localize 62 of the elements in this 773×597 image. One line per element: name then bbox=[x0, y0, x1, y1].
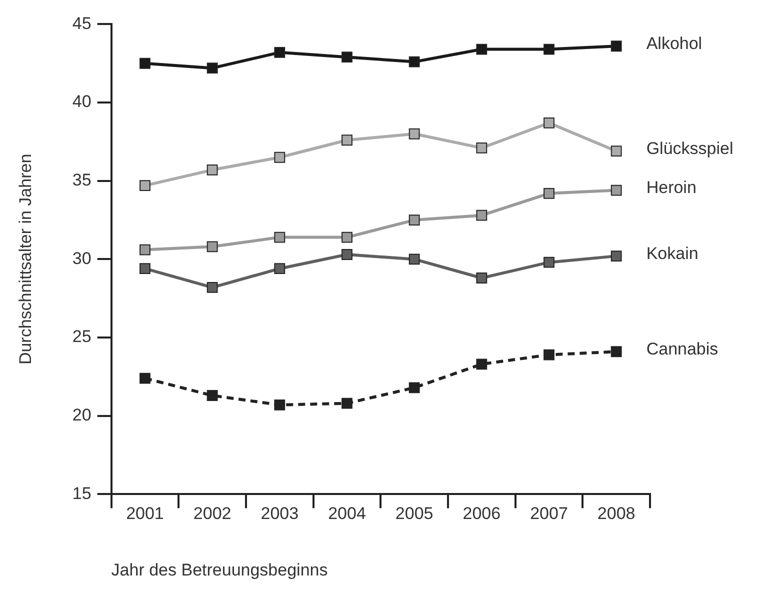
point bbox=[206, 62, 218, 74]
point bbox=[342, 232, 352, 243]
point bbox=[140, 180, 150, 192]
x-tick-label: 2007 bbox=[530, 504, 568, 524]
point bbox=[342, 134, 352, 146]
point bbox=[274, 152, 286, 163]
point bbox=[206, 241, 218, 252]
series-label: Cannabis bbox=[646, 339, 718, 358]
series-label: Heroin bbox=[646, 178, 696, 197]
x-axis-title: Jahr des Betreuungsbeginns bbox=[111, 560, 328, 580]
point bbox=[274, 263, 286, 274]
point bbox=[408, 214, 420, 226]
point bbox=[544, 44, 554, 55]
point bbox=[476, 272, 488, 284]
point bbox=[274, 399, 286, 410]
point bbox=[206, 390, 218, 401]
series-label: Alkohol bbox=[646, 34, 702, 53]
y-axis-title: Durchschnittsalter in Jahren bbox=[16, 154, 35, 365]
point bbox=[476, 358, 488, 370]
x-tick-label: 2006 bbox=[462, 504, 501, 524]
y-tick-label: 25 bbox=[72, 327, 92, 346]
point bbox=[476, 44, 488, 55]
x-tick-label: 2001 bbox=[126, 504, 164, 524]
point bbox=[610, 346, 622, 358]
point bbox=[610, 146, 622, 157]
x-tick-label: 2005 bbox=[395, 504, 434, 524]
point bbox=[610, 184, 622, 196]
series-label: Kokain bbox=[646, 244, 698, 263]
x-tick-label: 2008 bbox=[597, 504, 636, 524]
point bbox=[476, 142, 488, 154]
point bbox=[342, 52, 352, 63]
y-tick-label: 20 bbox=[72, 406, 92, 425]
point bbox=[544, 188, 554, 199]
point bbox=[408, 128, 420, 140]
point bbox=[140, 244, 150, 256]
y-tick-label: 30 bbox=[72, 248, 92, 268]
point bbox=[544, 117, 554, 128]
point bbox=[342, 398, 352, 409]
point bbox=[206, 282, 218, 293]
y-tick-label: 35 bbox=[72, 170, 92, 190]
point bbox=[342, 249, 352, 260]
point bbox=[274, 46, 286, 58]
point bbox=[408, 382, 420, 394]
y-tick-label: 15 bbox=[72, 484, 92, 503]
point bbox=[140, 263, 150, 274]
y-tick-label: 40 bbox=[72, 92, 92, 112]
point bbox=[408, 56, 420, 68]
point bbox=[140, 58, 150, 69]
point bbox=[544, 256, 554, 268]
x-tick-label: 2002 bbox=[193, 504, 232, 524]
point bbox=[274, 232, 286, 243]
x-tick-label: 2004 bbox=[328, 504, 366, 524]
y-tick-label: 45 bbox=[72, 14, 92, 33]
point bbox=[610, 40, 622, 52]
series-label: Glücksspiel bbox=[646, 138, 734, 158]
point bbox=[610, 250, 622, 262]
point bbox=[476, 210, 488, 221]
point bbox=[408, 254, 420, 265]
point bbox=[206, 164, 218, 176]
x-tick-label: 2003 bbox=[260, 504, 299, 524]
point bbox=[544, 349, 554, 360]
point bbox=[140, 372, 150, 384]
